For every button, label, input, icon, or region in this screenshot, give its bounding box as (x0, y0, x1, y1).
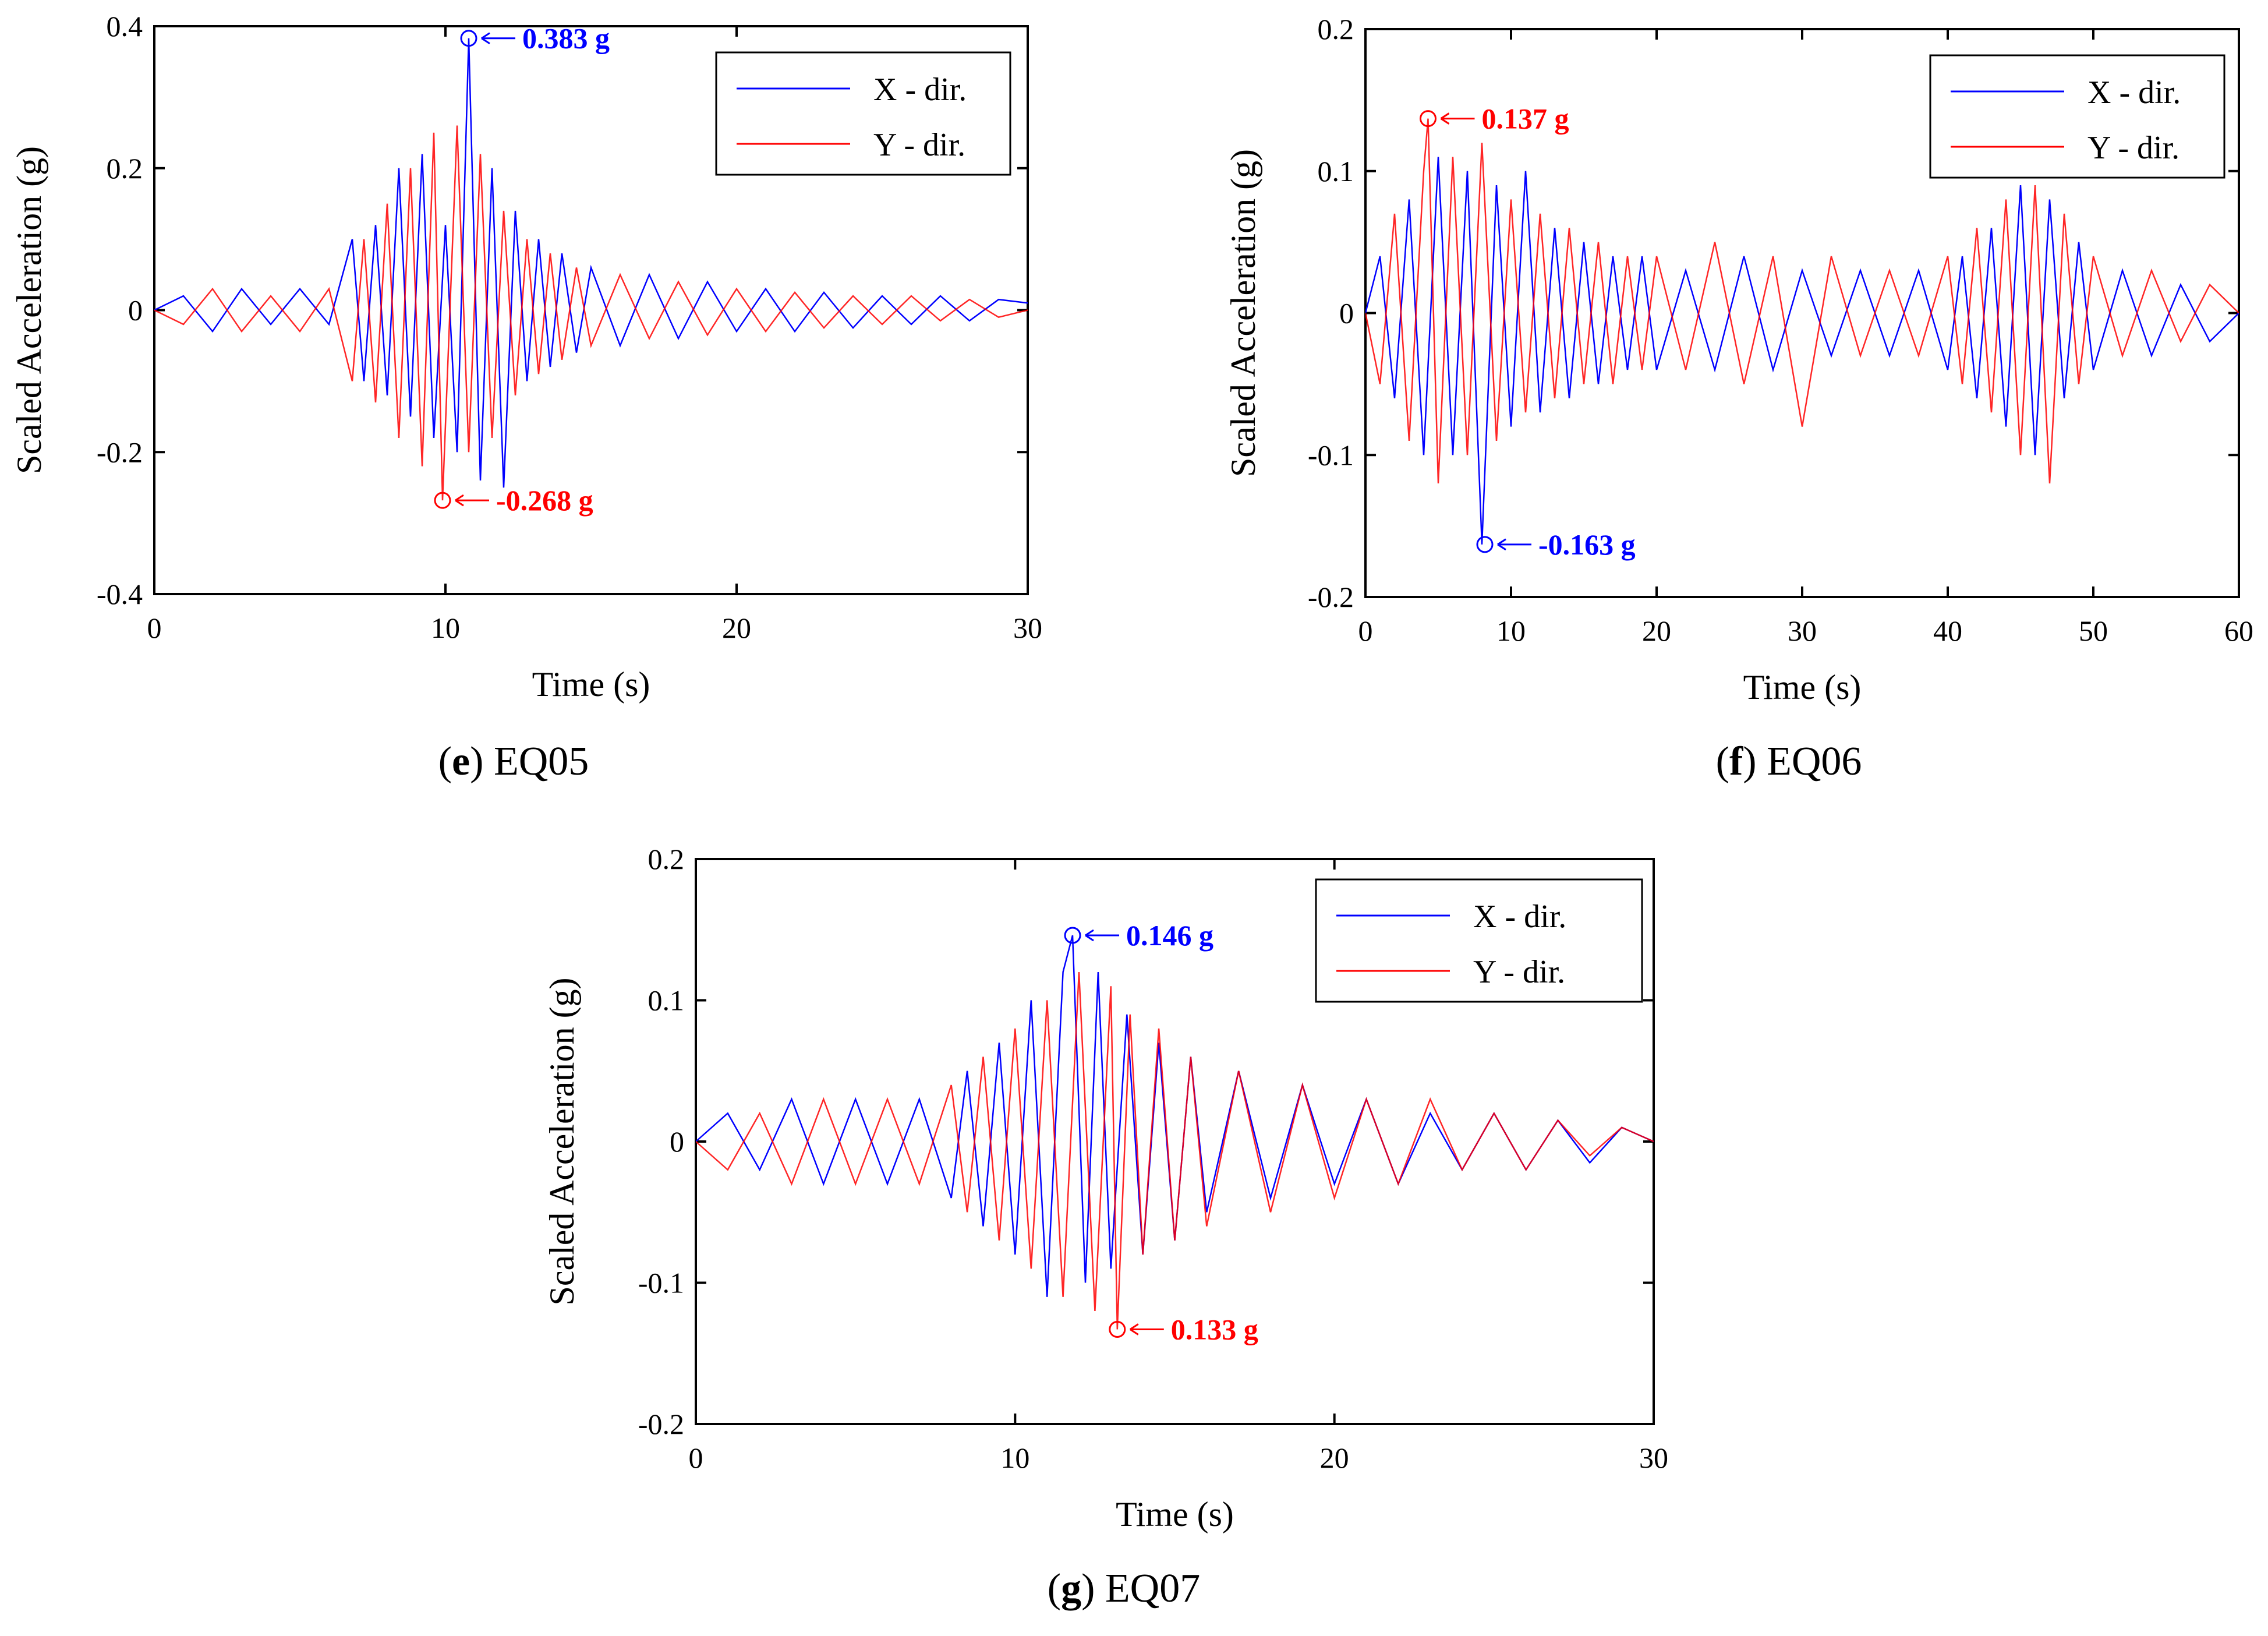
legend-box (1929, 54, 2225, 179)
series-line-x-dir (154, 38, 1028, 488)
caption-open-paren: ( (1716, 739, 1729, 784)
series-line-y-dir (1365, 118, 2239, 484)
peak-annotation-label: 0.146 g (1126, 919, 1213, 952)
y-tick-label: 0 (128, 294, 143, 327)
chart-panel-f: 0 10 20 30 40 50 60 -0.2 -0.1 0 0.1 0.2 Time (s) Scal… (1224, 13, 2253, 784)
caption-close-paren: ) (1743, 739, 1767, 784)
panel-caption: (g) EQ07 (1048, 1566, 1200, 1611)
x-tick-label: 0 (1358, 614, 1373, 647)
y-tick-label: -0.2 (1308, 581, 1354, 613)
x-tick-label: 10 (431, 612, 460, 644)
legend-label: Y - dir. (2087, 130, 2179, 166)
peak-marker (460, 30, 477, 47)
peak-arrow-head (1129, 1323, 1139, 1335)
panel-caption: (e) EQ05 (438, 739, 589, 784)
peak-marker (1109, 1321, 1126, 1338)
x-axis-title: Time (s) (1116, 1495, 1234, 1533)
y-tick-label: -0.1 (1308, 439, 1354, 471)
x-tick-label: 10 (1496, 614, 1526, 647)
y-tick-label: 0.1 (1318, 155, 1354, 188)
chart-panel-e: 0 10 20 30 -0.4 -0.2 0 0.2 0.4 Time (s) Scaled Acc… (10, 10, 1042, 784)
peak-arrow-head (1497, 538, 1506, 551)
caption-open-paren: ( (438, 739, 452, 784)
y-tick-label: -0.1 (638, 1267, 684, 1299)
peak-annotation-label: -0.163 g (1538, 528, 1636, 561)
peak-annotation-label: 0.133 g (1171, 1313, 1258, 1346)
y-tick-label: 0 (1339, 297, 1354, 330)
y-axis-title: Scaled Acceleration (g) (543, 977, 581, 1305)
caption-text: EQ07 (1105, 1566, 1200, 1611)
caption-close-paren: ) (1081, 1566, 1105, 1611)
peak-marker (1476, 536, 1494, 553)
x-tick-label: 10 (1000, 1441, 1029, 1474)
peak-marker (434, 492, 451, 509)
peak-arrow-head (481, 32, 490, 44)
peak-annotation-label: 0.137 g (1482, 103, 1569, 135)
y-tick-label: -0.2 (97, 436, 143, 468)
x-tick-label: 50 (2079, 614, 2108, 647)
caption-open-paren: ( (1048, 1566, 1061, 1611)
y-tick-label: 0.2 (107, 152, 143, 185)
x-axis-title: Time (s) (532, 665, 650, 704)
legend-label: Y - dir. (1473, 954, 1565, 990)
peak-marker (1420, 110, 1436, 128)
legend-label: X - dir. (2087, 75, 2181, 111)
peak-marker (1064, 927, 1081, 944)
y-tick-label: 0.4 (107, 10, 143, 43)
legend-box (715, 51, 1011, 176)
panel-caption: (f) EQ06 (1716, 739, 1862, 784)
x-tick-label: 0 (689, 1441, 703, 1474)
y-tick-label: -0.4 (97, 578, 143, 610)
legend-label: X - dir. (1473, 899, 1566, 935)
y-tick-label: 0.1 (648, 984, 685, 1017)
series-line-y-dir (696, 971, 1654, 1330)
caption-text: EQ05 (494, 739, 589, 784)
x-tick-label: 0 (147, 612, 162, 644)
caption-close-paren: ) (470, 739, 494, 784)
x-tick-label: 20 (1320, 1441, 1349, 1474)
legend-box (1315, 878, 1643, 1003)
x-tick-label: 60 (2224, 614, 2253, 647)
caption-letter: f (1729, 739, 1743, 784)
series-line-y-dir (154, 125, 1028, 501)
caption-text: EQ06 (1767, 739, 1862, 784)
peak-arrow-head (455, 494, 464, 507)
y-tick-label: 0.2 (648, 843, 685, 875)
x-tick-label: 30 (1013, 612, 1042, 644)
y-tick-label: 0.2 (1318, 13, 1354, 45)
chart-panel-g: 0 10 20 30 -0.2 -0.1 0 0.1 0.2 Time (s) Scaled Acc… (543, 843, 1668, 1611)
peak-annotation-label: 0.383 g (522, 22, 610, 55)
x-tick-label: 20 (722, 612, 751, 644)
x-tick-label: 20 (1642, 614, 1671, 647)
series-line-x-dir (1365, 157, 2239, 545)
y-tick-label: -0.2 (638, 1408, 684, 1440)
legend-label: Y - dir. (873, 127, 965, 163)
x-axis-title: Time (s) (1743, 668, 1862, 706)
y-axis-title: Scaled Acceleration (g) (10, 146, 48, 474)
peak-arrow-head (1440, 112, 1450, 125)
x-tick-label: 30 (1788, 614, 1817, 647)
y-axis-title: Scaled Acceleration (g) (1224, 149, 1262, 477)
peak-arrow-head (1085, 929, 1094, 942)
caption-letter: e (452, 739, 470, 784)
x-tick-label: 30 (1639, 1441, 1668, 1474)
caption-letter: g (1061, 1566, 1081, 1611)
x-tick-label: 40 (1933, 614, 1962, 647)
y-tick-label: 0 (670, 1125, 684, 1158)
peak-annotation-label: -0.268 g (496, 484, 593, 517)
legend-label: X - dir. (873, 72, 967, 108)
